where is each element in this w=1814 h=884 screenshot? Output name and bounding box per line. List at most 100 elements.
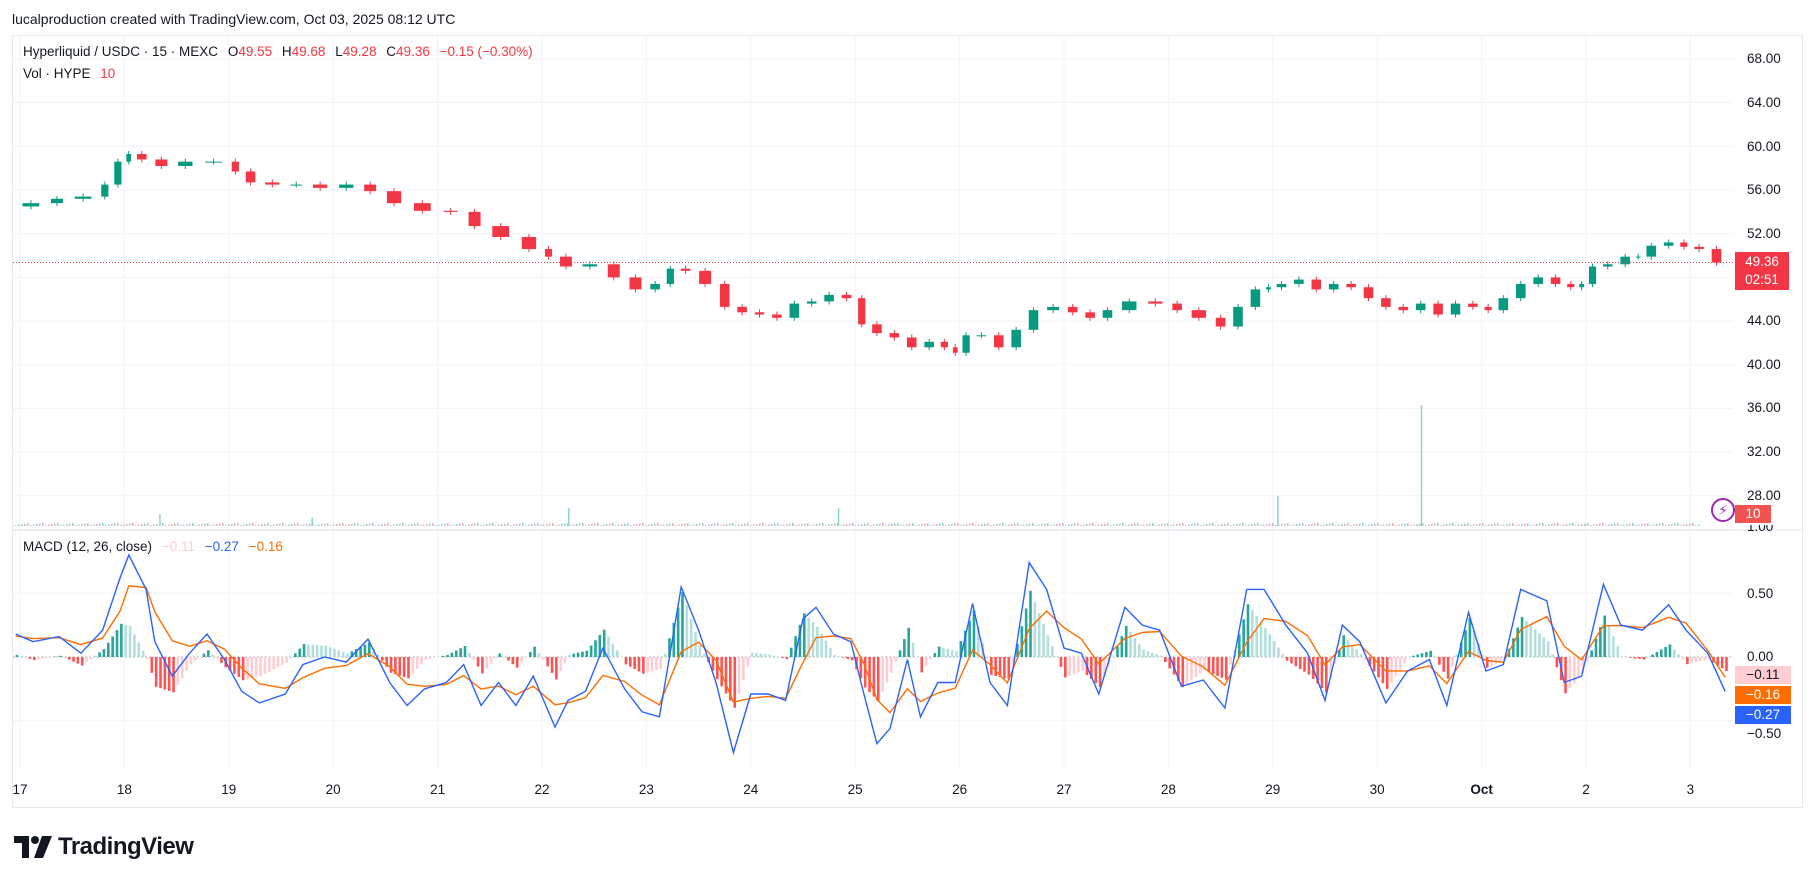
volume-bar — [39, 523, 41, 526]
macd-histogram-bar — [742, 657, 745, 681]
macd-histogram-bar — [724, 657, 728, 694]
macd-histogram-bar — [498, 653, 502, 657]
volume-bar — [1422, 523, 1424, 526]
volume-bar — [654, 523, 656, 526]
volume-bar — [885, 525, 887, 526]
candle — [1266, 287, 1271, 290]
volume-bar — [585, 525, 587, 526]
volume-bar — [435, 525, 437, 526]
candle — [906, 337, 917, 348]
candle — [940, 341, 948, 348]
time-tick: 3 — [1686, 782, 1695, 797]
macd-histogram-bar — [1664, 646, 1667, 657]
volume-bar — [357, 523, 359, 526]
macd-histogram-bar — [850, 657, 854, 661]
macd-histogram-bar — [789, 647, 793, 657]
macd-histogram-bar — [576, 652, 580, 657]
volume-bar — [1161, 524, 1163, 526]
volume-bar — [1455, 525, 1457, 526]
macd-histogram-bar — [1551, 654, 1554, 657]
candle — [1450, 303, 1461, 315]
volume-bar — [1599, 523, 1601, 526]
volume-bar — [939, 523, 941, 526]
lightning-icon[interactable]: ⚡ — [1711, 498, 1735, 522]
volume-bar — [237, 523, 239, 526]
macd-histogram-bar — [1146, 651, 1150, 657]
price-tick: 32.00 — [1747, 444, 1781, 459]
macd-histogram-bar — [1033, 601, 1037, 657]
time-tick: 22 — [534, 782, 550, 797]
volume-title[interactable]: Vol · HYPE — [23, 66, 91, 81]
macd-histogram-bar — [528, 652, 532, 657]
volume-bar — [219, 523, 221, 526]
volume-bar — [1242, 523, 1244, 526]
volume-bar — [294, 523, 296, 526]
macd-histogram-bar — [716, 657, 719, 680]
volume-bar — [105, 525, 107, 526]
volume-bar — [1425, 525, 1427, 526]
volume-bar — [1623, 524, 1625, 526]
volume-bar — [534, 523, 536, 526]
volume-bar — [987, 523, 989, 526]
volume-bar — [687, 523, 689, 526]
volume-bar — [1413, 524, 1415, 526]
macd-histogram-bar — [385, 657, 388, 667]
macd-histogram-bar — [1512, 638, 1515, 657]
tradingview-logo[interactable]: TradingView — [14, 833, 194, 861]
volume-bar — [879, 523, 881, 526]
macd-histogram-bar — [146, 657, 149, 659]
volume-bar — [627, 523, 629, 526]
volume-bar — [1179, 523, 1181, 526]
volume-bar — [96, 524, 98, 526]
volume-bar — [1632, 523, 1634, 526]
macd-histogram-bar — [1077, 657, 1080, 673]
volume-bar — [1032, 523, 1034, 526]
macd-histogram-bar — [402, 657, 406, 677]
macd-histogram-bar — [115, 630, 119, 657]
macd-histogram-bar — [594, 640, 597, 657]
macd-histogram-bar — [1159, 655, 1163, 657]
candle — [666, 268, 674, 284]
macd-histogram-bar — [1238, 634, 1241, 657]
macd-histogram-bar — [276, 657, 280, 668]
macd-histogram-bar — [720, 657, 723, 687]
volume-bar — [111, 524, 113, 526]
macd-histogram-bar — [1177, 657, 1180, 681]
macd-title[interactable]: MACD (12, 26, close) — [23, 539, 153, 554]
macd-histogram-bar — [1046, 635, 1050, 657]
volume-bar — [675, 525, 677, 526]
macd-histogram-bar — [1220, 657, 1224, 678]
volume-bar — [273, 524, 275, 526]
volume-bar — [759, 523, 761, 526]
candle — [1468, 303, 1478, 307]
macd-histogram-bar — [863, 657, 867, 688]
volume-bar — [309, 523, 311, 526]
macd-histogram-bar — [803, 613, 806, 657]
macd-histogram-bar — [1451, 657, 1454, 667]
volume-bar — [1362, 523, 1364, 526]
macd-histogram-bar — [755, 653, 758, 657]
volume-bar — [1557, 523, 1559, 526]
volume-bar — [315, 525, 317, 526]
macd-histogram-bar — [946, 648, 950, 657]
macd-histogram-bar — [642, 657, 645, 674]
volume-bar — [468, 524, 470, 526]
macd-histogram-bar — [746, 657, 750, 667]
macd-histogram-bar — [363, 644, 367, 657]
candle — [1328, 283, 1339, 290]
symbol-title[interactable]: Hyperliquid / USDC · 15 · MEXC — [23, 44, 219, 59]
volume-bar — [795, 525, 797, 526]
macd-histogram-bar — [959, 641, 963, 657]
volume-bar — [738, 524, 740, 526]
volume-bar — [1689, 523, 1691, 526]
volume-bar — [513, 524, 515, 526]
macd-histogram-bar — [211, 654, 214, 657]
macd-histogram-bar — [37, 657, 40, 660]
low-value: 49.28 — [342, 44, 377, 59]
macd-histogram-bar — [1412, 655, 1415, 657]
macd-histogram-bar — [1385, 657, 1389, 690]
volume-bar — [1095, 525, 1097, 526]
macd-histogram-bar — [998, 657, 1002, 678]
volume-bar — [846, 524, 848, 526]
